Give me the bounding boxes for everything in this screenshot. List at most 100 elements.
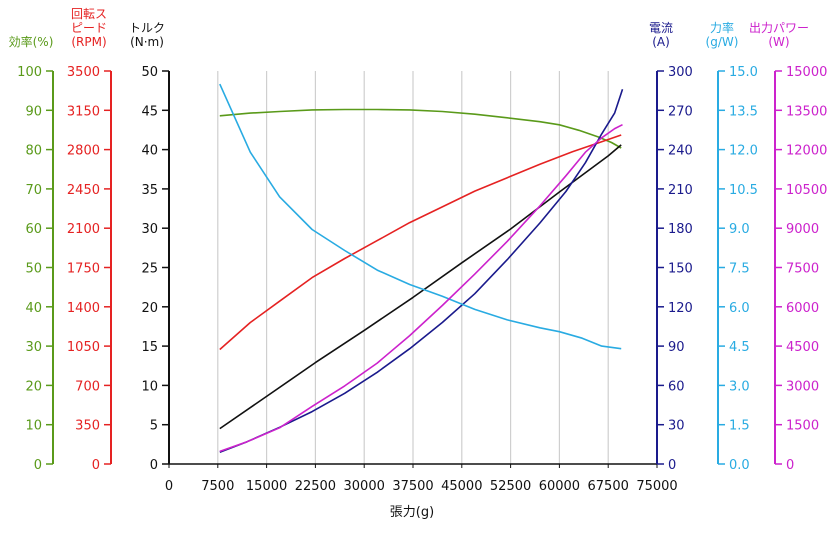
torque-tick-label: 30 [141, 222, 158, 237]
current-tick-label: 150 [668, 262, 693, 277]
efficiency-tick-label: 50 [25, 262, 42, 277]
power-axis-title: 出力パワー [749, 21, 809, 35]
x-tick-label: 45000 [441, 479, 482, 494]
force-tick-label: 4.5 [729, 340, 750, 355]
efficiency-axis-title: 効率(%) [9, 34, 54, 49]
power-tick-label: 12000 [786, 144, 827, 159]
rpm-tick-label: 1400 [67, 301, 100, 316]
torque-tick-label: 10 [141, 379, 158, 394]
torque-series-line [219, 144, 622, 430]
rpm-axis-title: (RPM) [71, 35, 106, 49]
current-series-line [219, 89, 624, 453]
rpm-tick-label: 3150 [67, 104, 100, 119]
torque-tick-label: 40 [141, 144, 158, 159]
rpm-series-line [219, 134, 622, 351]
rpm-tick-label: 0 [92, 458, 100, 473]
current-axis-title: (A) [652, 35, 670, 49]
power-tick-label: 1500 [786, 419, 819, 434]
force-axis-title: 力率 [710, 20, 734, 35]
power-series-line [219, 123, 623, 453]
efficiency-tick-label: 20 [25, 379, 42, 394]
gridlines [217, 71, 609, 464]
force-tick-label: 1.5 [729, 419, 750, 434]
x-tick-label: 7500 [201, 479, 234, 494]
x-tick-label: 60000 [539, 479, 580, 494]
efficiency-tick-label: 80 [25, 144, 42, 159]
force-tick-label: 10.5 [729, 183, 758, 198]
efficiency-tick-label: 70 [25, 183, 42, 198]
x-tick-label: 15000 [246, 479, 287, 494]
force-tick-label: 9.0 [729, 222, 750, 237]
efficiency-tick-label: 40 [25, 301, 42, 316]
current-tick-label: 120 [668, 301, 693, 316]
axes: 0 7500 15000 22500 30000 37500 45000 52500 60000… [9, 7, 828, 494]
force-tick-label: 3.0 [729, 379, 750, 394]
force-tick-label: 6.0 [729, 301, 750, 316]
force-tick-label: 15.0 [729, 65, 758, 80]
rpm-tick-label: 1050 [67, 340, 100, 355]
efficiency-series-line [219, 108, 622, 149]
current-tick-label: 210 [668, 183, 693, 198]
torque-axis-title: (N·m) [130, 35, 164, 49]
torque-tick-label: 0 [150, 458, 158, 473]
power-tick-label: 3000 [786, 379, 819, 394]
torque-tick-label: 5 [150, 419, 158, 434]
power-tick-label: 0 [786, 458, 794, 473]
x-tick-label: 52500 [490, 479, 531, 494]
efficiency-tick-label: 0 [34, 458, 42, 473]
power-axis-title: (W) [768, 35, 789, 49]
torque-tick-label: 50 [141, 65, 158, 80]
force-tick-label: 12.0 [729, 144, 758, 159]
rpm-tick-label: 1750 [67, 262, 100, 277]
rpm-axis-title: ピード [71, 21, 107, 35]
rpm-axis-title: 回転ス [71, 7, 107, 21]
efficiency-tick-label: 10 [25, 419, 42, 434]
efficiency-tick-label: 30 [25, 340, 42, 355]
current-tick-label: 0 [668, 458, 676, 473]
x-tick-label: 75000 [636, 479, 677, 494]
torque-tick-label: 20 [141, 301, 158, 316]
current-axis-title: 電流 [649, 21, 673, 35]
current-tick-label: 60 [668, 379, 685, 394]
current-tick-label: 270 [668, 104, 693, 119]
force-tick-label: 13.5 [729, 104, 758, 119]
efficiency-tick-label: 100 [17, 65, 42, 80]
power-tick-label: 13500 [786, 104, 827, 119]
efficiency-tick-label: 60 [25, 222, 42, 237]
power-tick-label: 6000 [786, 301, 819, 316]
current-tick-label: 180 [668, 222, 693, 237]
rpm-tick-label: 2450 [67, 183, 100, 198]
torque-tick-label: 25 [141, 262, 158, 277]
rpm-tick-label: 2100 [67, 222, 100, 237]
force-tick-label: 7.5 [729, 262, 750, 277]
current-tick-label: 90 [668, 340, 685, 355]
power-tick-label: 7500 [786, 262, 819, 277]
power-tick-label: 9000 [786, 222, 819, 237]
power-tick-label: 15000 [786, 65, 827, 80]
current-tick-label: 30 [668, 419, 685, 434]
series-lines [219, 83, 624, 453]
torque-tick-label: 35 [141, 183, 158, 198]
torque-tick-label: 45 [141, 104, 158, 119]
rpm-tick-label: 350 [75, 419, 100, 434]
rpm-tick-label: 700 [75, 379, 100, 394]
x-tick-label: 67500 [588, 479, 629, 494]
x-tick-label: 0 [165, 479, 173, 494]
x-tick-label: 30000 [344, 479, 385, 494]
torque-axis-title: トルク [129, 21, 165, 35]
x-tick-label: 37500 [392, 479, 433, 494]
power-tick-label: 4500 [786, 340, 819, 355]
efficiency-tick-label: 90 [25, 104, 42, 119]
force-series-line [219, 83, 622, 350]
rpm-tick-label: 2800 [67, 144, 100, 159]
x-tick-label: 22500 [295, 479, 336, 494]
current-tick-label: 300 [668, 65, 693, 80]
rpm-tick-label: 3500 [67, 65, 100, 80]
torque-tick-label: 15 [141, 340, 158, 355]
current-tick-label: 240 [668, 144, 693, 159]
force-tick-label: 0.0 [729, 458, 750, 473]
force-axis-title: (g/W) [706, 35, 739, 49]
power-tick-label: 10500 [786, 183, 827, 198]
x-axis-title: 張力(g) [390, 505, 434, 520]
